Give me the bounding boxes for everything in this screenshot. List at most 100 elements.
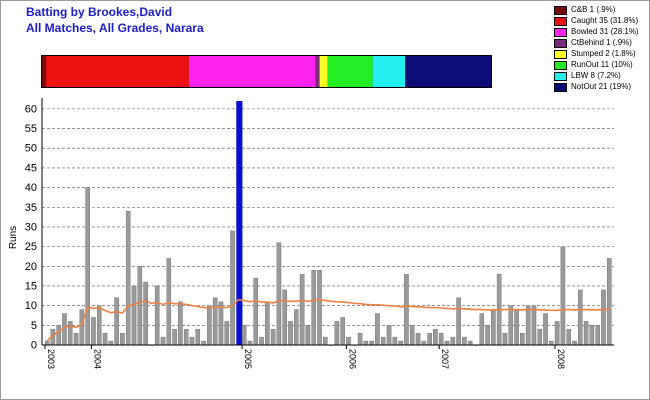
y-tick-label: 10 — [25, 300, 37, 312]
x-tick-label: 2005 — [243, 349, 253, 369]
runs-bar — [79, 309, 85, 346]
runs-bar — [323, 336, 328, 346]
runs-bar — [247, 340, 253, 346]
runs-bar — [346, 336, 351, 346]
runs-bar — [363, 340, 369, 346]
runs-bar — [305, 325, 311, 346]
runs-bar — [114, 297, 119, 346]
y-tick-label: 60 — [25, 103, 37, 115]
dismissal-segment — [319, 56, 328, 87]
runs-bar — [44, 340, 50, 346]
runs-bar — [508, 305, 514, 346]
runs-bar — [531, 305, 537, 346]
runs-bar — [601, 289, 606, 346]
legend-label: Stumped 2 (1.8%) — [571, 49, 636, 58]
legend-swatch — [554, 83, 567, 92]
runs-bar — [102, 332, 108, 346]
runs-bar — [560, 246, 566, 346]
runs-bar — [444, 340, 450, 346]
y-tick-label: 5 — [31, 320, 37, 332]
runs-bar — [73, 332, 79, 346]
runs-bar — [438, 332, 444, 346]
runs-bar — [189, 336, 195, 346]
legend-label: Caught 35 (31.8%) — [571, 16, 639, 25]
x-tick-label: 2006 — [347, 349, 357, 369]
runs-bar — [572, 340, 577, 346]
runs-bar — [340, 317, 345, 346]
runs-bar — [427, 332, 432, 346]
y-tick-label: 20 — [25, 261, 37, 273]
runs-bar — [85, 187, 90, 346]
runs-bar — [421, 340, 427, 346]
average-line — [46, 298, 610, 342]
legend-swatch — [554, 28, 567, 37]
runs-bar — [125, 210, 131, 346]
tick-labels: 0 5 10 15 20 25 30 35 40 45 50 55 60 2003 2004 2005 2006… — [25, 103, 566, 369]
runs-bar — [450, 336, 456, 346]
runs-bar — [317, 270, 322, 346]
runs-bar — [276, 242, 282, 346]
runs-bar — [566, 329, 572, 346]
legend-swatch — [554, 61, 567, 70]
legend-label: Bowled 31 (28.1%) — [571, 27, 639, 36]
runs-bar — [91, 317, 96, 346]
runs-bar — [415, 332, 421, 346]
runs-bar — [467, 340, 473, 346]
runs-bar — [195, 329, 201, 346]
y-tick-label: 30 — [25, 221, 37, 233]
runs-bar — [120, 332, 125, 346]
runs-bar — [537, 329, 543, 346]
runs-bar — [230, 230, 235, 346]
dismissal-segment — [405, 56, 491, 87]
runs-bar — [514, 309, 519, 346]
runs-bar — [380, 336, 386, 346]
x-tick-label: 2007 — [440, 349, 450, 369]
legend-swatch — [554, 39, 567, 48]
runs-bar — [212, 297, 218, 346]
runs-bar — [143, 281, 148, 346]
runs-bar — [201, 340, 206, 346]
runs-bar — [178, 301, 183, 346]
runs-bar — [392, 336, 398, 346]
runs-bar — [56, 325, 61, 346]
runs-bar — [224, 321, 230, 346]
legend-label: LBW 8 (7.2%) — [571, 71, 621, 80]
runs-bar — [183, 329, 189, 346]
y-tick-label: 0 — [31, 340, 37, 352]
runs-bar — [578, 289, 583, 346]
runs-bar — [462, 336, 467, 346]
runs-bar — [67, 321, 73, 346]
dismissal-segment — [42, 56, 47, 87]
legend-label: RunOut 11 (10%) — [571, 60, 633, 69]
runs-bar — [386, 325, 392, 346]
runs-bar — [375, 313, 380, 346]
y-tick-label: 25 — [25, 241, 37, 253]
runs-bar — [607, 258, 612, 346]
runs-bars — [44, 101, 612, 346]
dismissal-segment — [46, 56, 189, 87]
y-tick-label: 35 — [25, 202, 37, 214]
y-tick-label: 50 — [25, 143, 37, 155]
runs-bar — [282, 289, 288, 346]
legend-label: NotOut 21 (19%) — [571, 82, 632, 91]
dismissal-segment — [327, 56, 373, 87]
runs-bar — [311, 270, 316, 346]
axes — [41, 98, 614, 346]
y-tick-label: 45 — [25, 162, 37, 174]
grid-lines — [42, 108, 614, 326]
runs-bar — [154, 285, 160, 346]
runs-bar — [259, 336, 264, 346]
runs-bar — [265, 301, 270, 346]
runs-bar — [549, 340, 554, 346]
runs-bar — [270, 329, 276, 346]
runs-bar — [294, 309, 299, 346]
runs-bar — [357, 332, 363, 346]
runs-bar — [160, 336, 166, 346]
runs-bar — [554, 321, 560, 346]
runs-bar — [543, 313, 548, 346]
runs-bar — [502, 332, 508, 346]
x-tick-label: 2003 — [46, 349, 56, 369]
runs-bar — [433, 329, 438, 346]
runs-bar — [108, 340, 114, 346]
